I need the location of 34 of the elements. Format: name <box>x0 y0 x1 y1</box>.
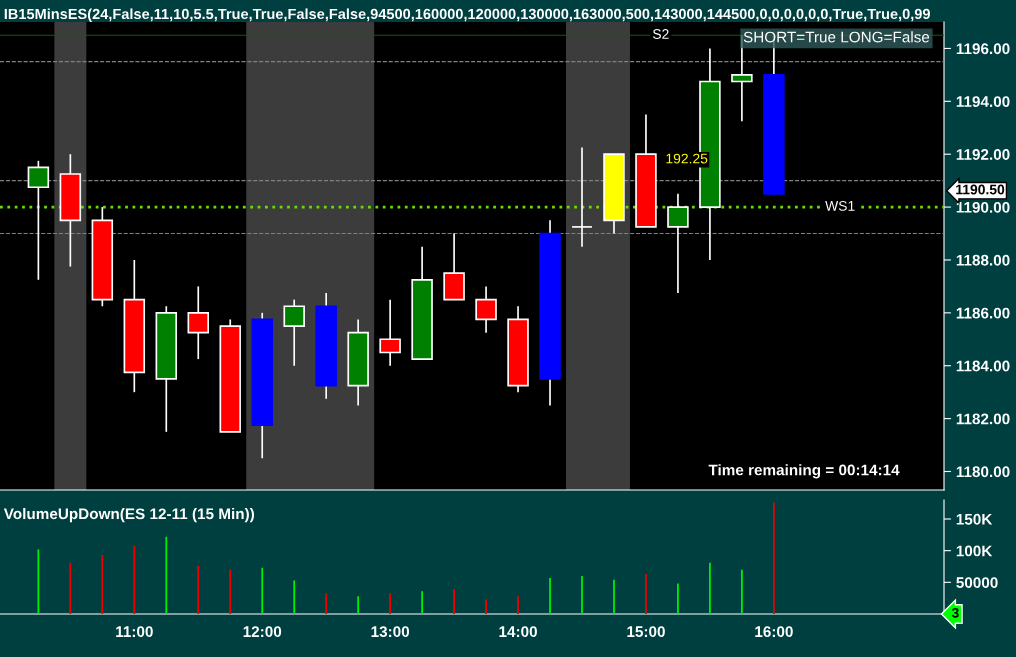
candlestick <box>571 146 593 248</box>
y-tick-label: 1192.00 <box>956 149 1010 160</box>
x-tick-label: 15:00 <box>627 626 665 638</box>
x-tick-label: 13:00 <box>371 626 410 638</box>
annotation: Time remaining = 00:14:14 <box>708 464 900 479</box>
y-tick-label: 1182.00 <box>956 413 1010 425</box>
y-tick-label: 1190.00 <box>956 201 1010 213</box>
candlestick <box>187 285 210 360</box>
x-tick-label: 12:00 <box>243 626 282 638</box>
candlestick <box>475 285 497 334</box>
text: 3 <box>951 607 959 618</box>
y-tick-label: 1188.00 <box>956 254 1010 266</box>
y-tick-label: 1180.00 <box>956 466 1010 478</box>
ref-line-label: S2 <box>652 29 669 39</box>
x-tick-label: 16:00 <box>755 626 793 638</box>
annotation: 192.25 <box>666 153 708 164</box>
chart-title: IB15MinsES(24,False,11,10,5.5,True,True,False,False,94500,160000,120000,130000,163000,500,143000,144500,0,0,0,0,0,0,True,True,0,99 <box>4 8 930 22</box>
y-tick-label: 50000 <box>956 577 998 589</box>
annotation: SHORT=True LONG=False <box>743 31 930 43</box>
candlestick <box>27 159 50 281</box>
chart-title: VolumeUpDown(ES 12-11 (15 Min)) <box>3 507 255 523</box>
candlestick <box>379 298 401 367</box>
x-tick-label: 14:00 <box>499 626 537 638</box>
candlestick <box>283 298 305 367</box>
y-tick-label: 1194.00 <box>956 96 1010 108</box>
ref-line-label: WS1 <box>825 200 855 211</box>
text: 1190.50 <box>956 184 1005 195</box>
candlestick <box>667 193 689 294</box>
y-tick-label: 1186.00 <box>956 307 1010 319</box>
y-tick-label: 1184.00 <box>956 360 1010 372</box>
y-tick-label: 150K <box>956 513 993 525</box>
y-tick-label: 1196.00 <box>956 43 1010 55</box>
x-tick-label: 11:00 <box>116 626 153 638</box>
y-tick-label: 100K <box>956 545 993 557</box>
